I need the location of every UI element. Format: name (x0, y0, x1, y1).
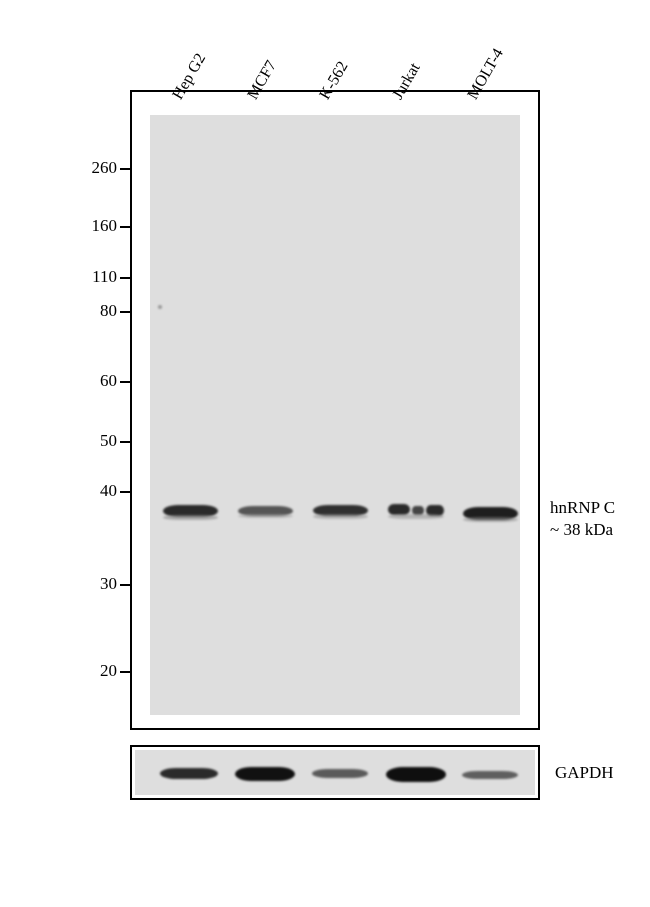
target-label-hnrnpc: hnRNP C (550, 498, 615, 518)
mw-tick-20 (120, 671, 130, 673)
mw-tick-40 (120, 491, 130, 493)
loading-control-label: GAPDH (555, 763, 614, 783)
band-gapdh-mcf7 (235, 767, 295, 781)
band-hnrnpc-k562-shadow (313, 514, 368, 519)
target-label-size: ~ 38 kDa (550, 520, 613, 540)
mw-tick-50 (120, 441, 130, 443)
mw-160: 160 (85, 216, 117, 236)
mw-30: 30 (85, 574, 117, 594)
mw-60: 60 (85, 371, 117, 391)
mw-80: 80 (85, 301, 117, 321)
mw-tick-60 (120, 381, 130, 383)
mw-110: 110 (85, 267, 117, 287)
band-gapdh-k562 (312, 769, 368, 778)
western-blot-figure: Hep G2 MCF7 K-562 Jurkat MOLT-4 260 160 … (0, 0, 650, 907)
mw-tick-160 (120, 226, 130, 228)
band-hnrnpc-molt4-shadow (463, 517, 518, 522)
mw-tick-30 (120, 584, 130, 586)
band-hnrnpc-mcf7-shadow (238, 514, 293, 518)
band-gapdh-molt4 (462, 771, 518, 779)
mw-260: 260 (85, 158, 117, 178)
mw-40: 40 (85, 481, 117, 501)
main-blot-membrane (150, 115, 520, 715)
mw-tick-110 (120, 277, 130, 279)
loading-control-membrane (135, 750, 535, 795)
band-hnrnpc-hepg2-shadow (163, 515, 218, 520)
band-gapdh-hepg2 (160, 768, 218, 779)
mw-20: 20 (85, 661, 117, 681)
band-gapdh-jurkat (386, 767, 446, 782)
band-hnrnpc-jurkat-shadow (388, 514, 444, 519)
mw-tick-80 (120, 311, 130, 313)
noise-spot (158, 305, 162, 309)
mw-tick-260 (120, 168, 130, 170)
mw-50: 50 (85, 431, 117, 451)
